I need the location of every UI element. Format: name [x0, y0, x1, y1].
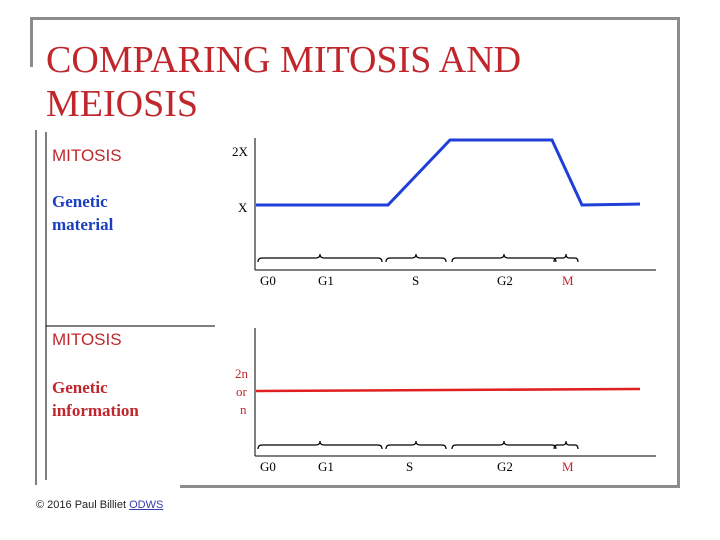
slide-frame-right — [677, 17, 680, 487]
bottom-panel-label-line2: information — [52, 401, 139, 420]
bottom-brace-g2 — [451, 440, 557, 450]
top-brace-g1 — [257, 253, 383, 263]
bottom-panel-heading: MITOSIS — [52, 330, 122, 349]
bottom-y-tick-or: or — [236, 384, 248, 399]
top-phase-braces — [257, 253, 579, 263]
top-phase-g1: G1 — [318, 273, 334, 288]
top-panel-label-line1: Genetic — [52, 192, 108, 211]
bottom-brace-m — [553, 440, 579, 450]
top-panel-heading: MITOSIS — [52, 146, 122, 165]
top-panel-label-line2: material — [52, 215, 114, 234]
bottom-phase-g1: G1 — [318, 459, 334, 474]
bottom-brace-g1 — [257, 440, 383, 450]
bottom-y-tick-n: n — [240, 402, 247, 417]
bottom-y-tick-2n: 2n — [235, 366, 249, 381]
top-phase-g2: G2 — [497, 273, 513, 288]
bottom-genetic-information-line — [255, 387, 641, 393]
top-brace-g2 — [451, 253, 557, 263]
footer-link[interactable]: ODWS — [129, 499, 164, 511]
bottom-phase-braces — [257, 440, 579, 450]
top-y-tick-x: X — [238, 200, 248, 215]
top-dna-amount-line — [256, 138, 641, 207]
slide-frame-bottom — [180, 485, 680, 488]
bottom-brace-s — [385, 440, 447, 450]
slide-title: COMPARING MITOSIS AND MEIOSIS — [46, 39, 522, 125]
top-brace-s — [385, 253, 447, 263]
bottom-panel-label-line1: Genetic — [52, 378, 108, 397]
top-phase-g0: G0 — [260, 273, 276, 288]
bottom-phase-m: M — [562, 459, 574, 474]
bottom-phase-s: S — [406, 459, 413, 474]
bottom-phase-g0: G0 — [260, 459, 276, 474]
footer-credit: © 2016 Paul Billiet ODWS — [36, 499, 163, 511]
slide-frame-top — [30, 17, 678, 20]
top-phase-m: M — [562, 273, 574, 288]
top-y-tick-2x: 2X — [232, 144, 249, 159]
top-brace-m — [553, 253, 579, 263]
slide-frame-left — [30, 17, 33, 67]
footer-text: © 2016 Paul Billiet — [36, 499, 130, 511]
top-phase-s: S — [412, 273, 419, 288]
bottom-phase-g2: G2 — [497, 459, 513, 474]
